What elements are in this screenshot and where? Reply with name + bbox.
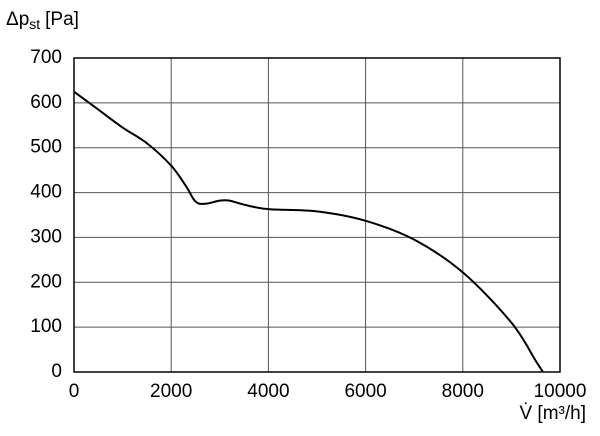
x-tick-label: 4000 bbox=[247, 381, 289, 402]
x-tick-label: 0 bbox=[69, 381, 80, 402]
fan-curve bbox=[73, 90, 544, 373]
x-axis-label: V̇ [m³/h] bbox=[519, 403, 586, 424]
y-tick-label: 700 bbox=[30, 47, 62, 68]
y-tick-label: 300 bbox=[30, 226, 62, 247]
y-tick-label: 100 bbox=[30, 316, 62, 337]
y-tick-label: 500 bbox=[30, 137, 62, 158]
y-tick-label: 400 bbox=[30, 182, 62, 203]
y-label-sub: st bbox=[29, 16, 40, 32]
x-tick-label: 10000 bbox=[534, 381, 587, 402]
y-label-main: Δp bbox=[6, 9, 29, 30]
y-label-unit: [Pa] bbox=[45, 9, 79, 30]
x-tick-label: 6000 bbox=[344, 381, 386, 402]
plot-frame bbox=[73, 57, 561, 373]
y-tick-label: 200 bbox=[30, 271, 62, 292]
y-tick-label: 600 bbox=[30, 92, 62, 113]
y-axis-label: Δpst [Pa] bbox=[6, 9, 79, 32]
y-tick-label: 0 bbox=[51, 361, 62, 382]
x-tick-label: 8000 bbox=[442, 381, 484, 402]
x-tick-label: 2000 bbox=[150, 381, 192, 402]
